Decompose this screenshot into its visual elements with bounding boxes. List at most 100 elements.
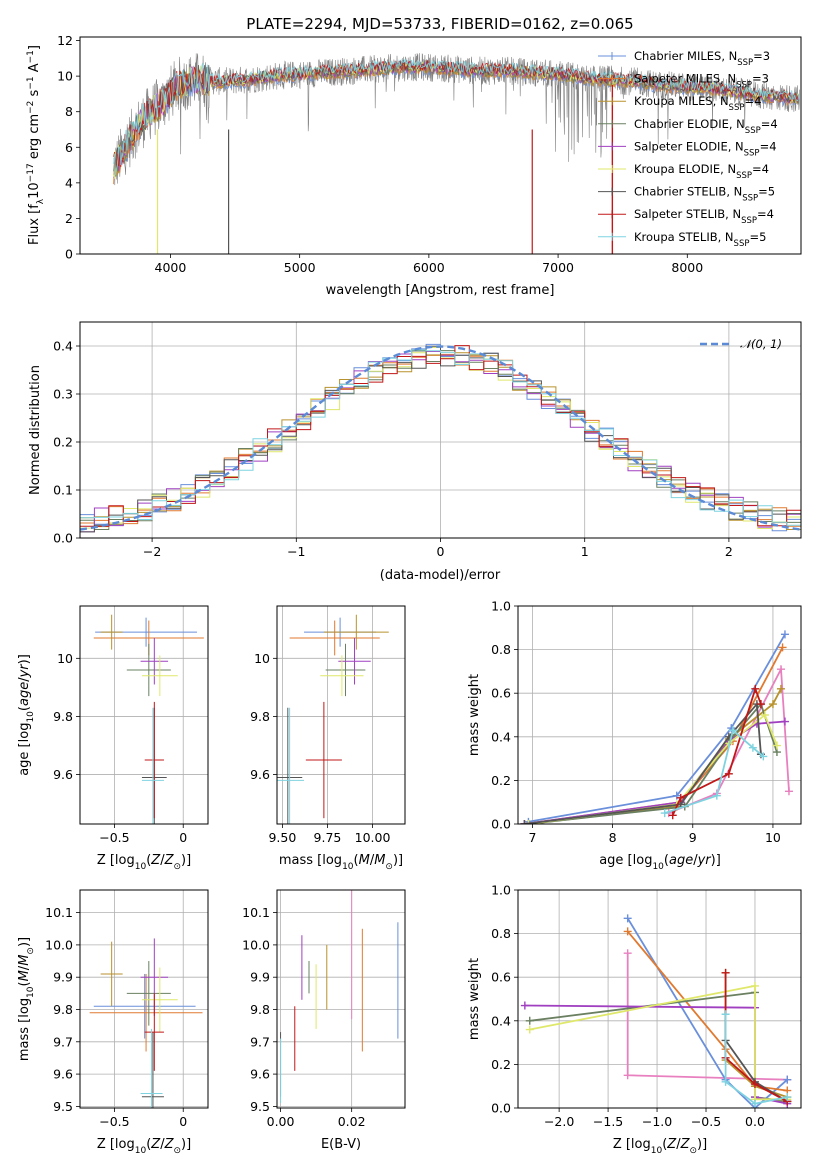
legend-label-suffix: =4 bbox=[761, 117, 778, 131]
weight-marker bbox=[724, 769, 733, 778]
weight-marker bbox=[760, 711, 769, 719]
x-tick-label: 0 bbox=[437, 544, 445, 559]
label-part: )] bbox=[181, 1137, 191, 1152]
weight-marker bbox=[776, 684, 785, 693]
weight-marker bbox=[778, 643, 787, 652]
weight_vs_Z-frame-group: −2.0 −1.5 −1.0 −0.5 0.0 0.0 0.2 0.4 0.6 0.8 1.0 Z [… bbox=[467, 883, 802, 1156]
legend-label-text: Salpeter STELIB, N bbox=[634, 207, 741, 221]
label-part: 10 bbox=[342, 862, 354, 872]
label-part: erg cm bbox=[27, 114, 42, 163]
weight-marker bbox=[721, 1077, 730, 1086]
legend-label-text: Chabrier STELIB, N bbox=[634, 185, 742, 199]
label-part: mass [log bbox=[279, 853, 342, 868]
weight-marker bbox=[525, 1025, 534, 1034]
label-part: / bbox=[17, 965, 32, 970]
label-part: / bbox=[160, 1137, 165, 1152]
legend-label-suffix: =3 bbox=[752, 72, 769, 86]
weight-marker bbox=[768, 700, 777, 709]
x-axis-label: E(B-V) bbox=[321, 1137, 361, 1152]
y-tick-label: 1.0 bbox=[491, 599, 511, 614]
label-part: Z bbox=[680, 1137, 691, 1152]
x-tick-label: 1 bbox=[581, 544, 589, 559]
y-tick-label: 4 bbox=[65, 175, 73, 190]
legend-label: Salpeter ELODIE, NSSP=4 bbox=[634, 139, 777, 158]
weight-marker bbox=[668, 811, 677, 820]
label-part: )] bbox=[17, 937, 32, 947]
y-tick-label: 0.2 bbox=[53, 435, 73, 450]
spectrum-frame-group: 4000 5000 6000 7000 8000 0 2 4 6 8 10 12 Chabrier MI… bbox=[26, 33, 802, 298]
y-tick-label: 9.6 bbox=[53, 767, 73, 782]
y-tick-label: 0.8 bbox=[491, 642, 511, 657]
weight-marker bbox=[751, 684, 760, 693]
x-tick-label: 9.75 bbox=[314, 830, 342, 845]
y-tick-label: 12 bbox=[57, 33, 73, 48]
label-part: M bbox=[17, 970, 32, 981]
weight-line bbox=[627, 930, 788, 1092]
x-tick-label: −1.5 bbox=[593, 1114, 623, 1129]
weight-marker bbox=[721, 968, 730, 977]
weight-line bbox=[529, 991, 788, 1103]
label-part: yr bbox=[697, 853, 713, 868]
weight-marker bbox=[524, 820, 533, 824]
y-tick-label: 10.0 bbox=[45, 937, 73, 952]
label-part: / bbox=[676, 1137, 681, 1152]
weight-marker bbox=[772, 741, 781, 750]
axes-frame bbox=[517, 605, 802, 825]
weight-marker bbox=[756, 700, 765, 709]
weight-marker bbox=[750, 1099, 759, 1108]
label-part: 10 bbox=[652, 862, 664, 872]
y-tick-label: 9.7 bbox=[53, 1034, 73, 1049]
legend-label-sub: SSP bbox=[745, 126, 761, 136]
legend-label-text: Salpeter MILES, N bbox=[634, 72, 736, 86]
label-part: Z bbox=[164, 853, 175, 868]
label-part: ⊙ bbox=[689, 1146, 697, 1156]
label-part: −2 bbox=[26, 101, 36, 114]
y-tick-label: 0.6 bbox=[491, 686, 511, 701]
y-axis-label: mass weight bbox=[467, 674, 482, 756]
label-part: age [log bbox=[599, 853, 652, 868]
label-part: M bbox=[374, 853, 385, 868]
x-tick-label: 0 bbox=[179, 1114, 187, 1129]
legend-label-sub: SSP bbox=[744, 148, 760, 158]
axes-frame bbox=[79, 605, 209, 825]
x-tick-label: 8000 bbox=[671, 260, 703, 275]
y-tick-label: 2 bbox=[65, 211, 73, 226]
weight-marker bbox=[750, 1080, 759, 1089]
label-part: Z bbox=[150, 853, 161, 868]
legend-label-text: Chabrier MILES, N bbox=[634, 49, 737, 63]
label-part: Z [log bbox=[97, 853, 135, 868]
label-part: 10 bbox=[26, 711, 36, 723]
legend-label-suffix: =3 bbox=[753, 49, 770, 63]
label-part: s bbox=[27, 89, 42, 100]
label-part: / bbox=[17, 677, 32, 682]
y-tick-label: 0.2 bbox=[491, 1057, 511, 1072]
x-axis-label: Z [log10(Z/Z⊙)] bbox=[613, 1137, 707, 1156]
weight-marker bbox=[784, 787, 793, 796]
x-tick-label: 2 bbox=[725, 544, 733, 559]
y-tick-label: 9.7 bbox=[250, 1034, 270, 1049]
label-part: ( bbox=[17, 706, 32, 711]
weight-marker bbox=[712, 791, 721, 800]
weight-line bbox=[528, 633, 786, 823]
normal-distribution-curve bbox=[80, 345, 801, 531]
y-axis-label: mass weight bbox=[467, 958, 482, 1040]
label-part: ( bbox=[146, 853, 151, 868]
weight-marker bbox=[776, 665, 785, 674]
weight-marker bbox=[520, 820, 529, 824]
x-tick-label: 9.50 bbox=[268, 830, 296, 845]
label-part: )] bbox=[697, 1137, 707, 1152]
x-tick-label: −0.5 bbox=[99, 1114, 129, 1129]
label-part: 10 bbox=[135, 1146, 147, 1156]
axes-frame bbox=[517, 889, 802, 1109]
x-axis-label: Z [log10(Z/Z⊙)] bbox=[97, 853, 191, 872]
label-part: age bbox=[17, 682, 32, 706]
y-tick-label: 9.9 bbox=[250, 970, 270, 985]
mass_vs_EBV-axes bbox=[277, 890, 405, 1108]
label-part: Z bbox=[164, 1137, 175, 1152]
label-part: 10 bbox=[651, 1146, 663, 1156]
x-tick-label: 0.0 bbox=[745, 1114, 765, 1129]
weight-line bbox=[524, 646, 784, 824]
weight-marker bbox=[759, 752, 768, 761]
legend-label-text: Kroupa STELIB, N bbox=[634, 230, 734, 244]
